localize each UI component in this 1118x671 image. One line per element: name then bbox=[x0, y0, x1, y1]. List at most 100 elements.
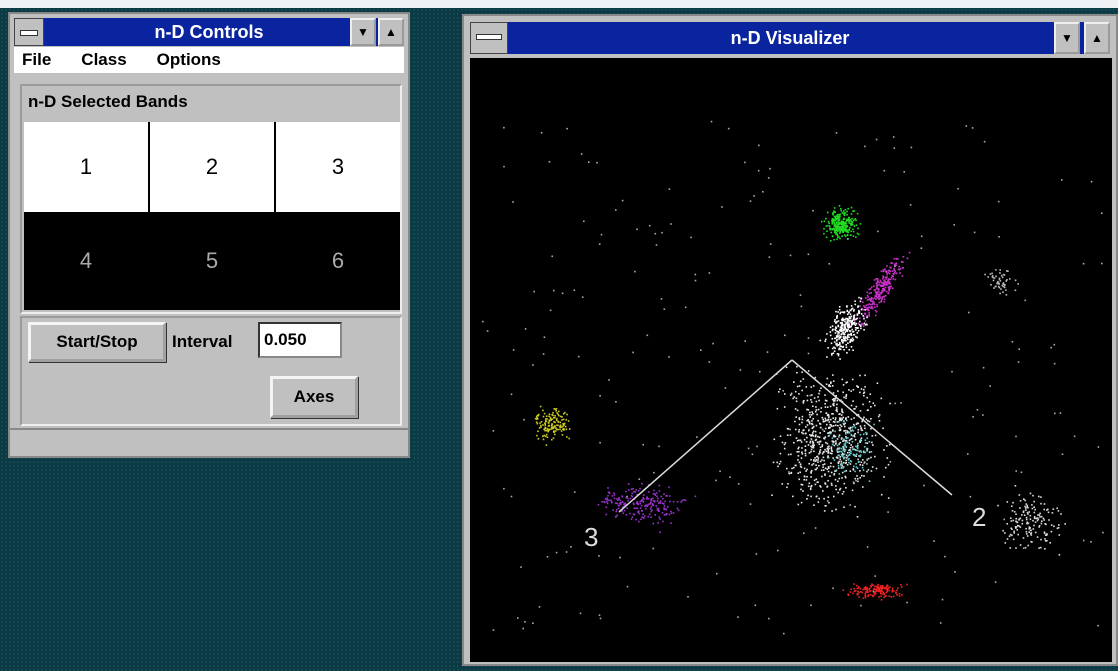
point bbox=[847, 416, 850, 418]
point bbox=[554, 416, 556, 419]
point bbox=[819, 450, 821, 453]
point bbox=[645, 507, 647, 510]
point bbox=[837, 216, 840, 219]
interval-input[interactable]: 0.050 bbox=[258, 322, 342, 358]
point bbox=[1031, 504, 1033, 506]
menu-item[interactable]: Class bbox=[81, 50, 127, 69]
point bbox=[662, 502, 664, 505]
point bbox=[858, 591, 861, 594]
point bbox=[759, 370, 761, 373]
point bbox=[891, 270, 894, 272]
point bbox=[822, 418, 824, 421]
point bbox=[887, 278, 890, 280]
point bbox=[849, 226, 851, 229]
point bbox=[625, 496, 627, 499]
point bbox=[1000, 274, 1003, 277]
axes-button[interactable]: Axes bbox=[270, 376, 358, 418]
menu-item[interactable]: Options bbox=[156, 50, 221, 69]
point bbox=[838, 348, 840, 351]
menu-item[interactable]: File bbox=[22, 50, 52, 69]
point bbox=[841, 410, 843, 412]
point bbox=[823, 437, 825, 439]
point bbox=[826, 442, 829, 445]
point bbox=[815, 409, 818, 411]
point bbox=[842, 220, 844, 223]
point bbox=[835, 224, 837, 226]
point bbox=[882, 591, 885, 594]
point bbox=[866, 432, 868, 435]
band-cell[interactable]: 3 bbox=[276, 122, 400, 212]
maximize-button[interactable]: ▲ bbox=[378, 18, 404, 46]
point bbox=[1018, 525, 1020, 527]
band-cell[interactable]: 5 bbox=[205, 248, 219, 273]
point bbox=[827, 450, 829, 453]
point bbox=[833, 398, 835, 400]
point bbox=[757, 169, 760, 172]
point bbox=[839, 424, 842, 426]
point bbox=[553, 408, 555, 410]
start-stop-button[interactable]: Start/Stop bbox=[28, 322, 166, 362]
point bbox=[856, 467, 859, 469]
point bbox=[881, 590, 884, 593]
point bbox=[619, 499, 622, 502]
point bbox=[852, 435, 854, 437]
maximize-button[interactable]: ▲ bbox=[1084, 22, 1110, 54]
point bbox=[848, 219, 850, 222]
point bbox=[840, 467, 843, 469]
point bbox=[857, 431, 859, 434]
minimize-button[interactable]: ▼ bbox=[1054, 22, 1080, 54]
band-cell[interactable]: 1 bbox=[24, 122, 148, 212]
point bbox=[997, 280, 999, 283]
point bbox=[1038, 525, 1041, 527]
point bbox=[749, 503, 752, 505]
point bbox=[854, 590, 857, 592]
point bbox=[880, 291, 883, 294]
band-cell[interactable]: 4 bbox=[79, 248, 93, 273]
point bbox=[827, 347, 829, 349]
point bbox=[616, 502, 618, 505]
point bbox=[999, 292, 1001, 295]
point bbox=[859, 438, 862, 441]
system-menu-button[interactable] bbox=[14, 18, 44, 46]
system-menu-button[interactable] bbox=[470, 22, 508, 54]
point bbox=[835, 340, 838, 342]
point bbox=[871, 300, 873, 302]
point bbox=[871, 435, 874, 437]
point bbox=[618, 504, 620, 507]
point bbox=[651, 509, 653, 511]
point bbox=[811, 434, 813, 437]
point bbox=[817, 435, 819, 438]
point bbox=[831, 484, 833, 486]
point bbox=[845, 433, 847, 435]
point bbox=[1015, 521, 1018, 523]
point bbox=[793, 466, 795, 469]
point bbox=[881, 297, 883, 300]
band-cell[interactable]: 6 bbox=[331, 248, 345, 273]
point bbox=[837, 230, 839, 232]
point bbox=[561, 434, 564, 436]
point bbox=[672, 512, 675, 514]
band-cell[interactable]: 2 bbox=[150, 122, 274, 212]
point bbox=[838, 443, 840, 445]
point bbox=[838, 223, 841, 225]
point bbox=[670, 223, 672, 225]
point bbox=[853, 408, 855, 410]
point bbox=[1101, 212, 1103, 215]
point bbox=[839, 311, 842, 314]
point bbox=[842, 490, 845, 493]
point bbox=[801, 421, 803, 424]
point bbox=[626, 495, 628, 498]
point bbox=[658, 516, 661, 519]
point bbox=[880, 585, 882, 587]
point bbox=[997, 200, 1000, 203]
point bbox=[625, 514, 628, 516]
point bbox=[1025, 516, 1028, 519]
point bbox=[789, 428, 791, 431]
point bbox=[694, 279, 697, 282]
point bbox=[847, 216, 850, 219]
point bbox=[821, 428, 824, 431]
minimize-button[interactable]: ▼ bbox=[350, 18, 376, 46]
point bbox=[876, 382, 879, 384]
point bbox=[538, 427, 541, 429]
bands-panel: n-D Selected Bands 1 2 3 4 5 6 bbox=[20, 84, 402, 314]
